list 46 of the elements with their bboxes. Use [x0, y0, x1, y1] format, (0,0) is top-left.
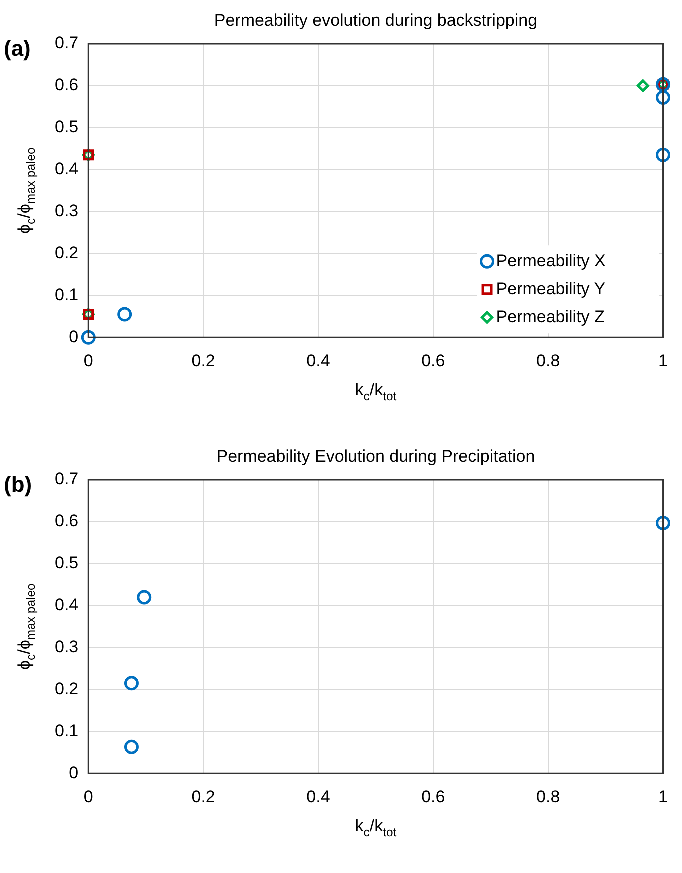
x-tick-label: 0.6: [422, 787, 446, 806]
y-tick-label: 0.6: [54, 76, 79, 95]
x-tick-label: 0.2: [192, 787, 216, 806]
x-tick-label: 1: [658, 787, 668, 806]
y-tick-label: 0.3: [54, 201, 79, 220]
x-tick-label: 0.4: [306, 351, 330, 370]
y-tick-label: 0.1: [54, 285, 79, 304]
point: [118, 307, 132, 322]
x-tick-label: 0.6: [422, 351, 446, 370]
point: [656, 148, 671, 162]
legend-label: Permeability Z: [496, 307, 605, 326]
point: [656, 516, 671, 530]
legend-label: Permeability X: [496, 251, 606, 270]
y-tick-label: 0.6: [54, 512, 79, 531]
point: [656, 90, 671, 105]
y-tick-label: 0.1: [54, 721, 79, 740]
y-tick-label: 0.7: [54, 34, 79, 53]
x-tick-label: 0.2: [192, 351, 216, 370]
chart-title: Permeability Evolution during Precipitation: [216, 447, 536, 466]
y-tick-label: 0: [69, 327, 79, 346]
y-tick-label: 0.4: [54, 596, 79, 615]
point: [636, 80, 650, 92]
point: [124, 676, 139, 691]
y-tick-label: 0: [69, 763, 79, 782]
y-tick-label: 0.5: [54, 118, 79, 137]
text: (b): [4, 472, 32, 497]
chart-title: Permeability evolution during backstripping: [214, 11, 538, 30]
point: [137, 590, 152, 605]
y-tick-label: 0.3: [54, 637, 79, 656]
y-tick-label: 0.5: [54, 554, 79, 573]
x-tick-label: 0.4: [306, 787, 330, 806]
x-tick-label: 0.8: [536, 787, 560, 806]
legend-label: Permeability Y: [496, 279, 606, 298]
y-axis-title: ϕc/ϕmax paleo: [15, 583, 38, 670]
y-tick-label: 0.2: [54, 679, 79, 698]
y-axis-title: ϕc/ϕmax paleo: [15, 147, 38, 234]
x-tick-label: 0: [84, 351, 94, 370]
point: [124, 740, 139, 754]
x-tick-label: 1: [658, 351, 668, 370]
text: (a): [4, 36, 31, 61]
point: [81, 330, 96, 345]
x-tick-label: 0: [84, 787, 94, 806]
y-tick-label: 0.2: [54, 243, 79, 262]
x-tick-label: 0.8: [536, 351, 560, 370]
y-tick-label: 0.7: [54, 470, 79, 489]
y-tick-label: 0.4: [54, 160, 79, 179]
